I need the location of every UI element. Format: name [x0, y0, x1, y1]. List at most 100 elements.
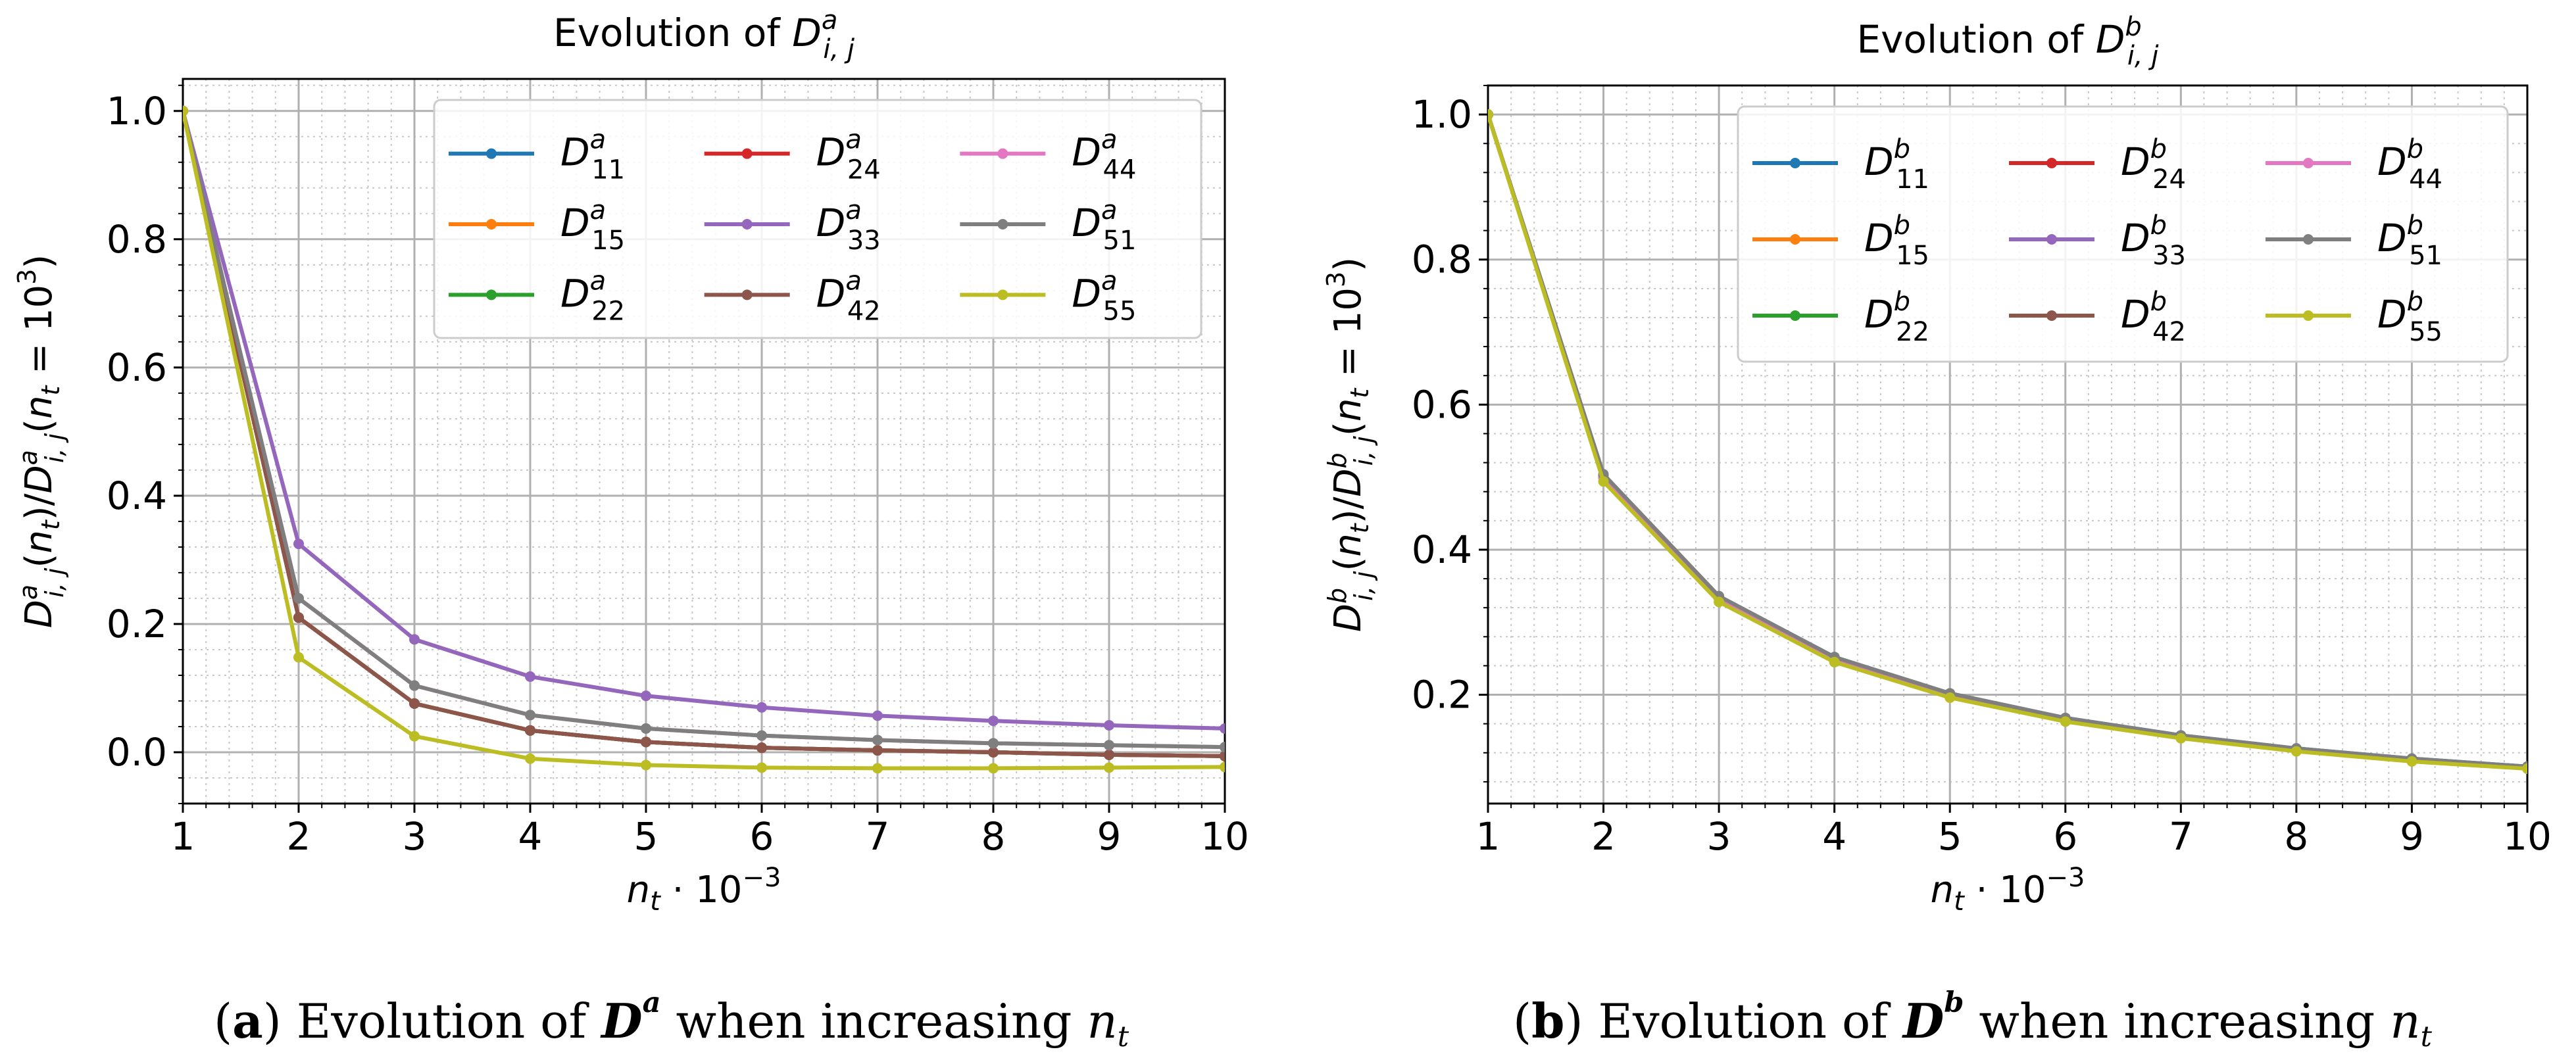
- legend-label: Db 33: [2121, 210, 2186, 271]
- legend-item: Da 15: [449, 195, 625, 256]
- data-point: [872, 710, 883, 721]
- data-point: [1944, 692, 1956, 703]
- data-point: [988, 715, 999, 727]
- legend-label: Db 22: [1864, 287, 1929, 347]
- legend-item: Db 11: [1752, 134, 1929, 195]
- series-line: [183, 110, 1225, 750]
- x-tick-label: 8: [2284, 814, 2308, 859]
- legend-frame: [1737, 105, 2509, 363]
- y-tick-label: 0.8: [1412, 237, 1472, 282]
- data-point: [525, 710, 535, 721]
- series-group: [1488, 109, 2527, 775]
- legend-swatch-marker: [1790, 234, 1800, 245]
- x-tick-label: 7: [866, 814, 890, 859]
- legend: Db 11 Db 15 Db 22 Db 24 Db 33 Db 42 Db 44 Db 51 Db 55: [1737, 105, 2509, 363]
- data-point: [1220, 761, 1225, 773]
- series-line: [183, 110, 1225, 731]
- data-point: [756, 730, 767, 741]
- legend-label: Da 42: [816, 266, 881, 326]
- legend-item: Db 33: [2009, 210, 2186, 271]
- x-tick-label: 2: [1591, 814, 1616, 859]
- legend-swatch-marker: [997, 219, 1008, 229]
- legend-label: Da 11: [560, 125, 625, 185]
- data-point: [1104, 762, 1114, 773]
- caption-a-var-sub: t: [1117, 1020, 1129, 1053]
- x-tick-label: 1: [1476, 814, 1500, 859]
- legend-item: Da 42: [704, 266, 881, 326]
- legend-label: Da 24: [816, 125, 881, 185]
- x-axis-label: nt · 10−3: [627, 863, 781, 917]
- caption-b: (b) Evolution of Db when increasing nt: [1513, 986, 2432, 1053]
- caption-a-text-after: when increasing: [676, 994, 1072, 1049]
- x-tick-label: 2: [287, 814, 311, 859]
- caption-a-symbol-sup: a: [642, 986, 661, 1020]
- caption-b-symbol-sup: b: [1944, 986, 1964, 1020]
- data-point: [872, 745, 883, 756]
- chart-panel-a: 1 2 3 4 5 6 7 8 9 10 0.0 0.2 0.4 0.6 0.8 1.0 Evolution o…: [12, 5, 2552, 917]
- legend-label: Da 33: [816, 195, 881, 256]
- legend-swatch-marker: [486, 289, 497, 301]
- data-point: [641, 736, 651, 748]
- y-tick-label: 0.4: [107, 473, 167, 518]
- legend-swatch-marker: [486, 148, 497, 159]
- legend-item: Da 44: [960, 125, 1136, 185]
- data-point: [988, 738, 999, 749]
- legend-item: Da 55: [960, 266, 1136, 326]
- x-tick-label: 9: [1097, 814, 1122, 859]
- legend-item: Da 11: [449, 125, 625, 185]
- legend-item: Db 55: [2266, 287, 2442, 347]
- legend-swatch-marker: [1790, 310, 1800, 321]
- x-axis-label: nt · 10−3: [1931, 863, 2085, 917]
- legend-swatch-marker: [2046, 310, 2057, 321]
- data-point: [872, 763, 883, 774]
- legend-label: Db 24: [2121, 134, 2186, 195]
- legend-label: Db 51: [2377, 210, 2442, 271]
- data-point: [988, 763, 999, 774]
- data-point: [409, 698, 420, 709]
- data-point: [409, 731, 420, 742]
- legend-swatch-marker: [2303, 158, 2314, 168]
- x-tick-label: 3: [403, 814, 427, 859]
- x-tick-label: 6: [2053, 814, 2077, 859]
- data-point: [1598, 476, 1609, 487]
- data-point: [1829, 656, 1840, 667]
- legend-label: Da 55: [1072, 266, 1136, 326]
- data-point: [409, 680, 420, 691]
- chart-b: 1 2 3 4 5 6 7 8 9 10 0.2 0.4 0.6 0.8 1.0 Evolution of D…: [1322, 12, 2552, 917]
- legend-item: Db 44: [2266, 134, 2442, 195]
- data-point: [1220, 750, 1225, 761]
- series-line: [1488, 114, 2527, 771]
- data-point: [872, 735, 883, 746]
- chart-a: 1 2 3 4 5 6 7 8 9 10 0.0 0.2 0.4 0.6 0.8 1.0 Evolution o…: [12, 5, 1249, 917]
- y-tick-label: 0.6: [107, 345, 167, 390]
- data-point: [641, 759, 651, 771]
- legend-label: Db 11: [1864, 134, 1929, 195]
- legend: Da 11 Da 15 Da 22 Da 24 Da 33 Da 42 Da 44 Da 51 Da 55: [433, 99, 1202, 339]
- legend-item: Da 24: [704, 125, 881, 185]
- legend-item: Db 42: [2009, 287, 2186, 347]
- legend-item: Da 51: [960, 195, 1136, 256]
- axes-frame: [182, 78, 1226, 805]
- caption-b-var-sub: t: [2420, 1020, 2432, 1053]
- chart-title: Evolution of Db i, j: [1857, 12, 2160, 71]
- y-tick-label: 0.0: [107, 730, 167, 775]
- data-point: [293, 592, 304, 604]
- legend-swatch-marker: [997, 148, 1008, 159]
- legend-swatch-marker: [2303, 234, 2314, 245]
- caption-b-text-before: Evolution of: [1598, 994, 1888, 1049]
- legend-item: Db 51: [2266, 210, 2442, 271]
- legend-swatch-marker: [741, 289, 753, 301]
- data-point: [2291, 746, 2302, 757]
- data-point: [409, 634, 420, 645]
- x-tick-label: 5: [1938, 814, 1962, 859]
- data-point: [1104, 720, 1114, 731]
- legend-label: Db 42: [2121, 287, 2186, 347]
- x-tick-label: 5: [634, 814, 658, 859]
- y-tick-label: 0.4: [1412, 527, 1472, 572]
- data-point: [988, 746, 999, 758]
- legend-label: Da 44: [1072, 125, 1136, 185]
- y-tick-label: 1.0: [107, 89, 167, 133]
- series-line: [1488, 114, 2527, 769]
- data-point: [1220, 723, 1225, 734]
